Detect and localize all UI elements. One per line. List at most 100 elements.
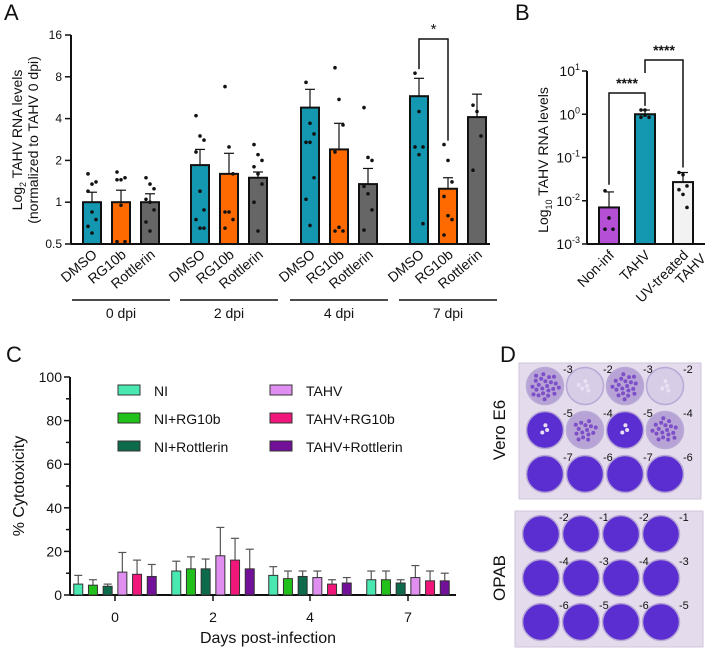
dilution-label: -5 — [599, 600, 609, 612]
plaque — [631, 386, 636, 391]
plaque — [586, 432, 591, 437]
plaque — [583, 379, 588, 384]
dilution-label: -6 — [559, 600, 569, 612]
plaque — [585, 428, 590, 432]
plaque — [623, 379, 628, 384]
group-label: 7 dpi — [433, 305, 463, 321]
data-point — [647, 115, 651, 120]
bar-dmso — [409, 95, 429, 245]
bar-tahv — [312, 577, 323, 596]
dilution-label: -3 — [643, 364, 653, 376]
plaque — [573, 422, 578, 427]
data-point — [223, 84, 227, 89]
well — [601, 514, 641, 554]
data-point — [333, 65, 337, 70]
y-axis-label: % Cytotoxicity — [11, 436, 28, 536]
bar-tahv-rg10b — [425, 580, 436, 596]
data-point — [198, 189, 202, 194]
plaque — [536, 382, 541, 387]
data-point — [370, 158, 374, 163]
bar-ni — [73, 583, 84, 596]
plaque — [545, 384, 550, 388]
legend-swatch — [117, 412, 141, 424]
plaque — [625, 428, 630, 432]
x-tick-label: 7 — [404, 609, 412, 625]
plaque — [623, 423, 628, 428]
dilution-label: -4 — [683, 408, 693, 420]
legend-swatch — [269, 440, 293, 452]
data-point — [337, 225, 341, 230]
plaque — [626, 388, 631, 393]
data-point — [639, 115, 643, 120]
data-point — [256, 172, 260, 176]
panel-a-chart: 0.5 1 2 4 8 16 Log2 TAHV RNA levels (normalized… — [9, 21, 497, 321]
data-point — [446, 158, 450, 163]
data-point — [231, 172, 235, 176]
data-point — [685, 205, 689, 210]
dilution-label: -2 — [683, 364, 693, 376]
plaque — [530, 384, 535, 389]
bar-ni-rg10b — [380, 579, 391, 596]
plaque — [661, 435, 666, 440]
plaque — [546, 388, 551, 393]
data-point — [123, 239, 127, 244]
plaque — [627, 375, 632, 380]
significance-bracket — [608, 92, 646, 185]
dilution-label: -3 — [599, 556, 609, 568]
data-point — [94, 217, 98, 222]
dilution-label: -3 — [679, 556, 689, 568]
data-point — [144, 197, 148, 202]
well — [601, 558, 641, 598]
panel-c-chart: 0 20 40 60 80 100 % Cytotoxicity 0 2 4 7 Days post-… — [11, 369, 456, 647]
data-point — [227, 210, 231, 214]
panel-label-b: B — [515, 0, 530, 25]
group-label: 4 dpi — [324, 305, 354, 321]
data-point — [333, 229, 337, 233]
data-point — [194, 217, 198, 222]
bar-ni-rg10b — [185, 568, 196, 596]
data-point — [417, 152, 421, 157]
data-point — [119, 203, 123, 208]
data-point — [643, 108, 647, 112]
plaque — [621, 372, 626, 377]
data-point — [442, 194, 446, 199]
data-point — [144, 220, 148, 224]
plaque — [620, 386, 625, 391]
data-point — [643, 113, 647, 118]
legend-label: TAHV — [306, 383, 343, 399]
data-point — [260, 182, 264, 186]
well — [641, 602, 681, 642]
data-point — [362, 105, 366, 110]
data-point — [194, 113, 198, 118]
well — [605, 410, 645, 450]
data-point — [148, 182, 152, 186]
data-point — [421, 221, 425, 226]
data-point — [304, 140, 308, 145]
y-tick-label: 10-1 — [556, 149, 580, 166]
data-point — [94, 180, 98, 184]
plaque — [663, 423, 668, 428]
bar-ni-rottlerin — [297, 575, 308, 596]
plaque — [616, 393, 621, 398]
well — [565, 454, 605, 494]
y-tick-label: 80 — [46, 413, 62, 429]
data-point — [144, 175, 148, 180]
y-tick-label: 20 — [46, 543, 62, 559]
plaque — [545, 428, 550, 432]
plaque — [656, 426, 661, 431]
bar-non-inf — [598, 206, 620, 245]
plaque — [540, 430, 545, 435]
plaque — [580, 386, 585, 391]
plaque — [666, 437, 671, 442]
data-point — [152, 208, 156, 212]
data-point — [413, 71, 417, 75]
significance-label: **** — [616, 75, 638, 91]
x-tick-label: 0 — [111, 609, 119, 625]
dilution-label: -5 — [563, 408, 573, 420]
data-point — [90, 182, 94, 186]
plaque — [576, 382, 581, 387]
y-tick-label: 10-2 — [556, 192, 580, 209]
data-point — [681, 192, 685, 197]
plaque — [543, 423, 548, 428]
